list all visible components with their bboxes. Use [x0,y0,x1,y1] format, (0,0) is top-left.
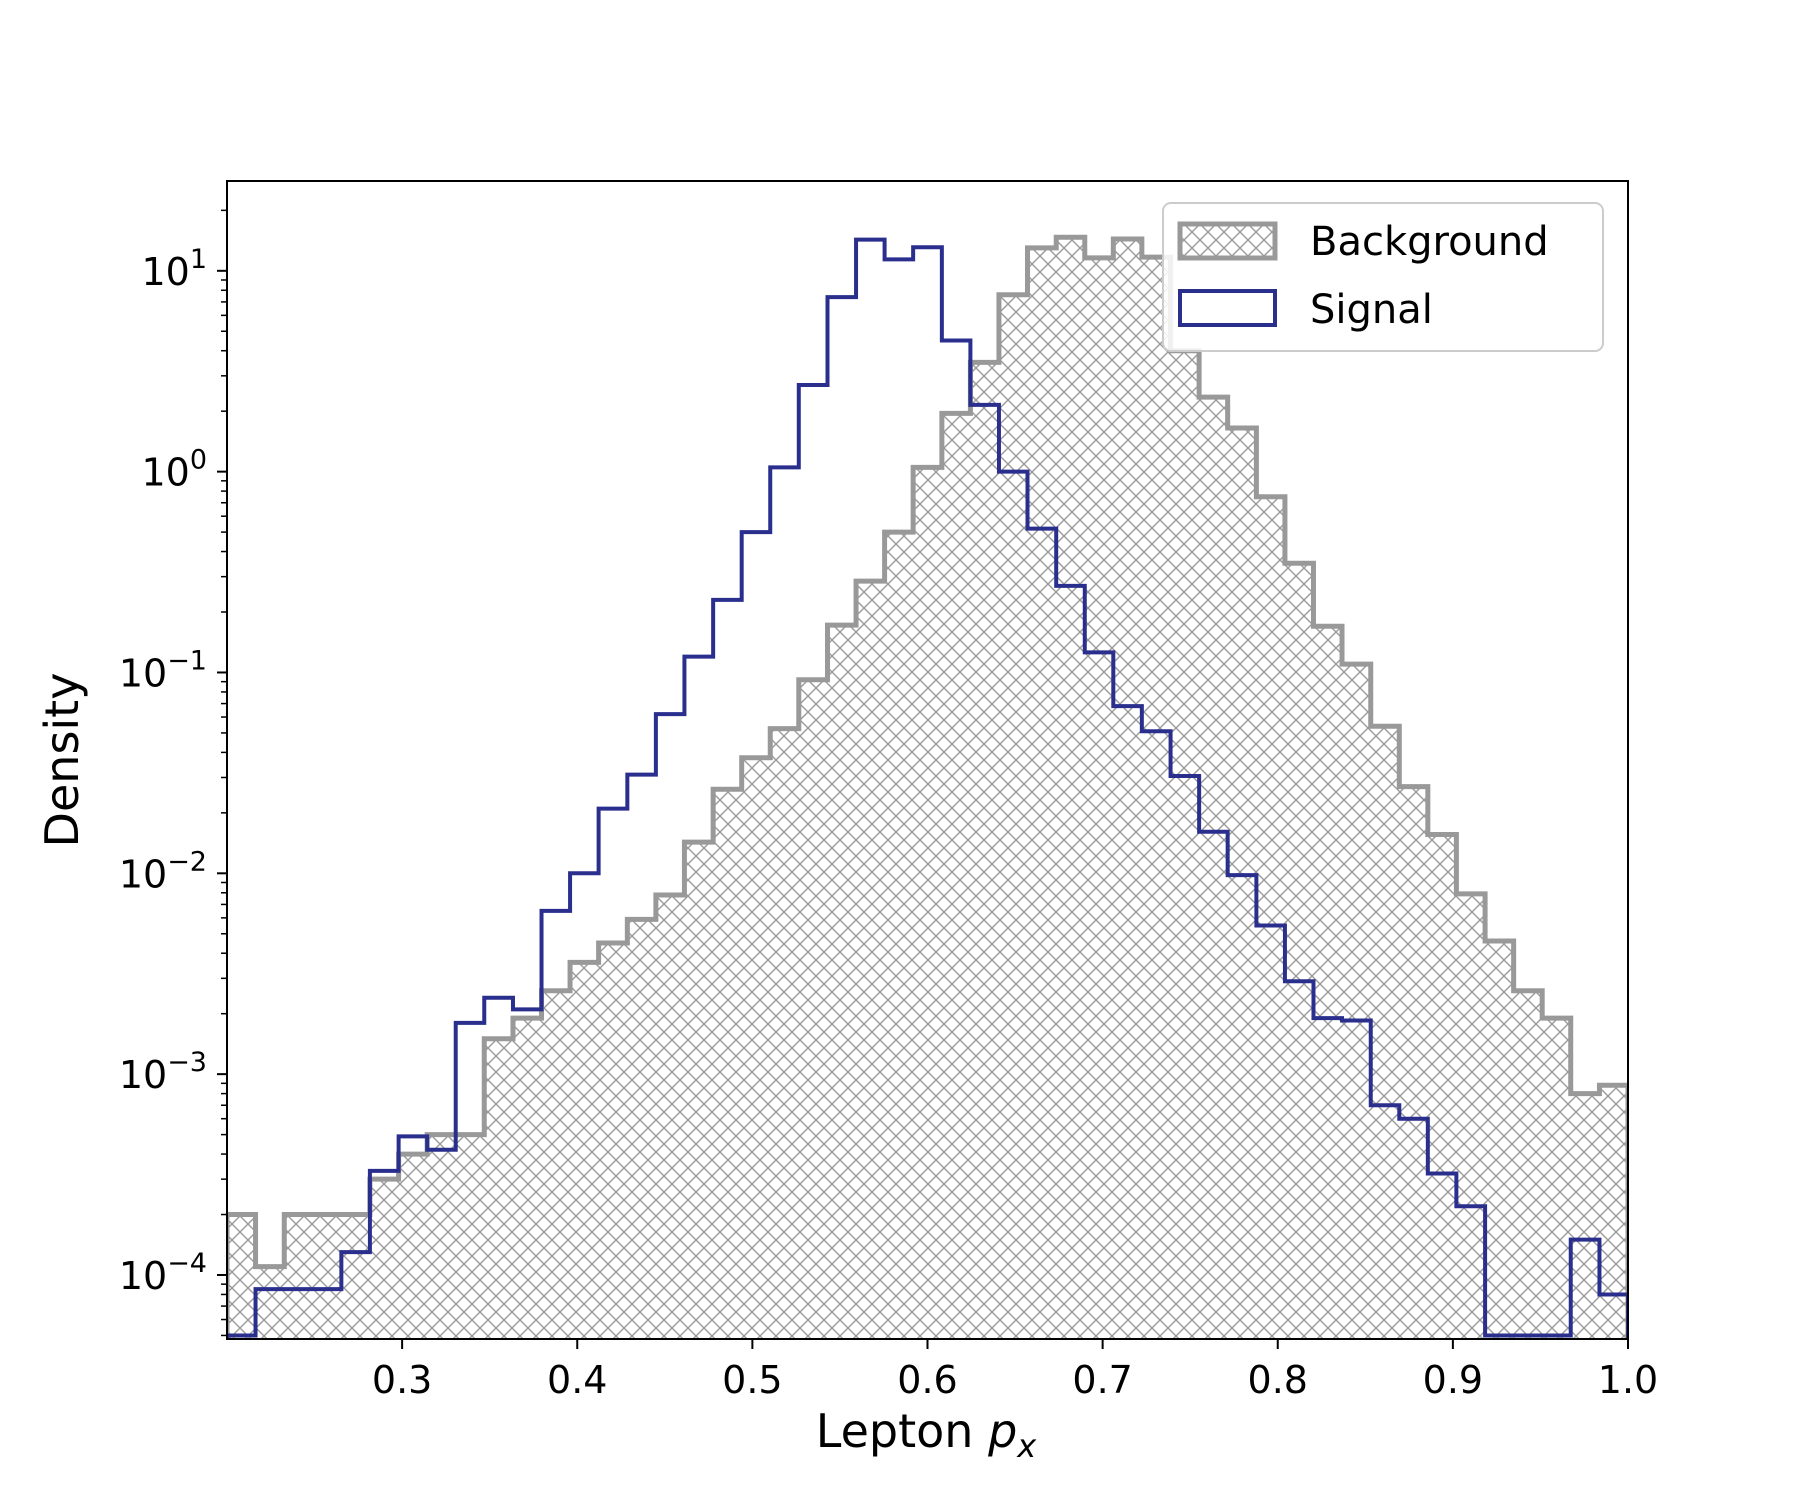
x-tick-label: 0.4 [547,1358,607,1402]
signal-histogram-outline [227,237,1628,1339]
x-tick-label: 0.9 [1423,1358,1483,1402]
legend-signal-label: Signal [1310,287,1433,333]
plot-area [227,234,1628,1339]
x-tick-label: 0.8 [1248,1358,1308,1402]
y-axis-ticks: 101 100 10−1 10−2 10−3 10−4 [119,209,227,1337]
legend: Background Signal [1162,202,1604,352]
x-tick-label: 0.5 [722,1358,782,1402]
y-axis-label: Density [35,673,89,848]
legend-signal-swatch [1178,289,1277,327]
y-tick-label: 10−4 [119,1248,207,1298]
y-tick-label: 101 [141,244,207,294]
y-tick-label: 10−3 [119,1047,207,1097]
legend-background-swatch [1177,221,1278,261]
x-axis-label: Lepton px [816,1404,1037,1465]
x-tick-label: 0.3 [372,1358,432,1402]
x-tick-label: 0.7 [1072,1358,1132,1402]
y-tick-label: 10−1 [119,645,207,695]
background-histogram-outline [227,234,1628,1339]
background-histogram-fill [227,237,1628,1339]
x-tick-label: 1.0 [1598,1358,1658,1402]
y-tick-label: 10−2 [119,846,207,896]
y-tick-label: 100 [141,445,207,495]
legend-background-label: Background [1310,219,1549,265]
x-axis-ticks: 0.3 0.4 0.5 0.6 0.7 0.8 0.9 1.0 [372,1339,1658,1402]
x-tick-label: 0.6 [897,1358,957,1402]
